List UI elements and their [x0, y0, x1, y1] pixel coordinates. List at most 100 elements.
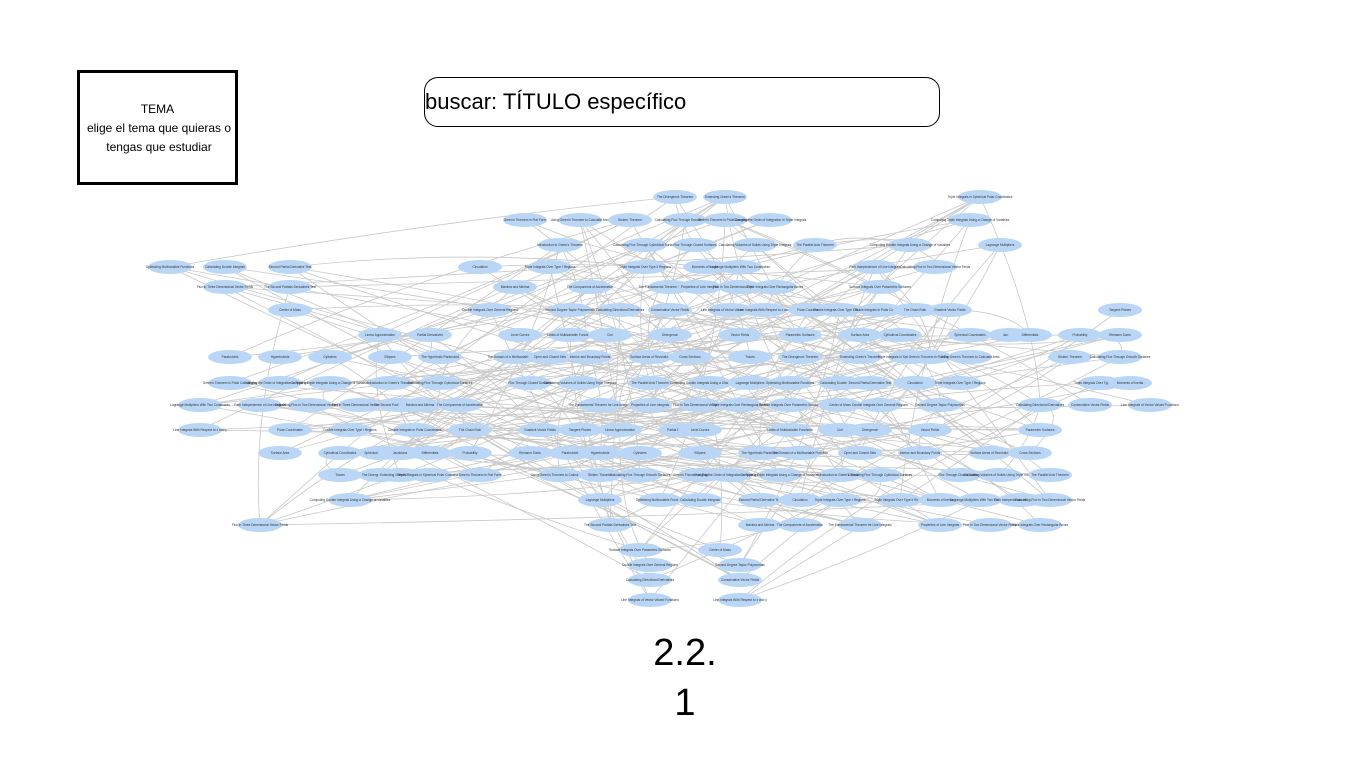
diagram-node-label: Using Green's Theorem to Calculate Area	[531, 473, 590, 477]
diagram-node-label: Changing the Order of Integration in Tri…	[244, 381, 317, 385]
diagram-node-shape	[1048, 350, 1092, 364]
diagram-node-shape	[938, 468, 982, 482]
diagram-node-shape	[848, 423, 892, 437]
diagram-node: Calculating Flux in Two Dimensional Vect…	[275, 398, 346, 412]
diagram-node-label: Calculating Flux Through Cylindrical Sur…	[613, 243, 678, 247]
diagram-node: Properties of Line Integrals	[628, 398, 672, 412]
diagram-node-label: Surface Integrals Over Parametric Surfac…	[849, 285, 911, 289]
diagram-node-label: Vector Fields	[731, 333, 750, 337]
diagram-edge	[349, 334, 1121, 501]
diagram-edge	[579, 219, 641, 476]
diagram-node-label: Calculating Flux in Two Dimensional Vect…	[900, 265, 971, 269]
diagram-node-label: Using Green's Theorem to Calculate Area	[941, 355, 1000, 359]
diagram-node: Lagrange Multipliers With Two Constraint…	[710, 260, 770, 274]
diagram-node-shape	[893, 376, 937, 390]
diagram-edge	[579, 219, 671, 336]
diagram-node-label: Triple Integrals Over Type I Regions	[525, 265, 576, 269]
diagram-edge	[559, 244, 587, 384]
diagram-node-shape	[393, 423, 437, 437]
diagram-node-shape	[308, 350, 352, 364]
diagram-node: Circulation	[458, 260, 502, 274]
diagram-node-label: Flux In Two Dimensional Vector Fields	[713, 285, 767, 289]
topic-selector-box[interactable]: TEMA elige el tema que quieras o tengas …	[77, 70, 238, 185]
diagram-node-shape	[578, 446, 622, 460]
diagram-node-label: Gradient Vector Fields	[934, 308, 966, 312]
diagram-node-label: Paraboloids	[222, 355, 239, 359]
diagram-node: Line Integrals of Vector Valued Function…	[1121, 398, 1179, 412]
diagram-node-shape	[768, 398, 812, 412]
diagram-node-label: Second Partial Derivative Test	[269, 265, 312, 269]
diagram-node: Flux in Three Dimensional Vector Fields	[332, 398, 389, 412]
diagram-edge	[229, 382, 481, 476]
diagram-node-label: Maxima and Minima	[501, 285, 530, 289]
diagram-node-label: Calculating Volumes of Solids Using Trip…	[544, 381, 617, 385]
diagram-node: Triple Integrals Over Type I Regions	[935, 376, 986, 390]
diagram-node-shape	[743, 303, 787, 317]
diagram-node-shape	[588, 328, 632, 342]
diagram-node: Green's Theorem in Polar Coordinates	[698, 213, 753, 227]
diagram-node: The Chain Rule	[448, 423, 492, 437]
diagram-node-shape	[888, 238, 932, 252]
diagram-node-shape	[558, 213, 602, 227]
diagram-node: Cylindrical Coordinates	[878, 328, 922, 342]
diagram-node: Parametric Surfaces	[778, 328, 822, 342]
diagram-node-shape	[548, 303, 592, 317]
diagram-edge	[699, 452, 801, 526]
diagram-node: Using Green's Theorem to Calculate Area	[531, 468, 590, 482]
diagram-node-label: Calculating Volumes of Solids Using Trip…	[964, 473, 1037, 477]
diagram-node-label: Using Green's Theorem to Calculate Area	[551, 218, 610, 222]
diagram-node: Linear Approximation	[358, 328, 402, 342]
diagram-node: Extending Green's Theorem	[838, 350, 882, 364]
diagram-node-label: Triple Integrals Over Type II Regions	[874, 498, 926, 502]
diagram-node-shape	[1068, 398, 1112, 412]
diagram-node-shape	[1128, 398, 1172, 412]
diagram-node-label: Properties of Line Integrals	[631, 403, 670, 407]
diagram-node-label: Second Degree Taylor Polynomials	[545, 308, 595, 312]
diagram-node: Green's Theorem in Flat Form	[458, 468, 502, 482]
diagram-node-shape	[418, 376, 462, 390]
diagram-node-shape	[528, 350, 572, 364]
diagram-edge	[999, 404, 1041, 476]
diagram-node-shape	[718, 573, 762, 587]
diagram-node-shape	[258, 446, 302, 460]
diagram-node-shape	[718, 398, 762, 412]
diagram-node-shape	[618, 543, 662, 557]
diagram-edge	[629, 219, 781, 476]
diagram-node-label: The Fundamental Theorem for Line Integra…	[568, 403, 632, 407]
diagram-node-label: Double Integrals Over Type I Regions	[323, 428, 377, 432]
diagram-node-shape	[1058, 328, 1102, 342]
diagram-node-shape	[898, 446, 942, 460]
diagram-edge	[329, 356, 416, 431]
diagram-node-shape	[778, 350, 822, 364]
diagram-node: Conservative Vector Fields	[718, 573, 762, 587]
diagram-node-label: Interior and Boundary Points	[570, 355, 611, 359]
diagram-edge	[599, 404, 791, 454]
diagram-node-label: The Second Partials Derivatives Test	[264, 285, 316, 289]
diagram-edge	[569, 196, 981, 454]
diagram-node-label: Calculating Flux in Two Dimensional Vect…	[1015, 498, 1086, 502]
diagram-node: Limits of Multivariable Functions	[547, 328, 593, 342]
diagram-node-label: Curl	[837, 428, 843, 432]
diagram-node-shape	[718, 328, 762, 342]
diagram-node: Differentials	[1008, 328, 1052, 342]
diagram-node: Lagrange Multipliers	[978, 238, 1022, 252]
diagram-node-shape	[268, 303, 312, 317]
diagram-node: Computing Triple Integrals Using a Chang…	[291, 376, 370, 390]
diagram-node-shape	[838, 518, 882, 532]
diagram-edge	[669, 334, 761, 454]
diagram-node-label: Cross Sections	[679, 355, 701, 359]
diagram-node-shape	[768, 423, 812, 437]
diagram-node-shape	[358, 328, 402, 342]
diagram-node: Lagrange Multipliers With Two Constraint…	[950, 493, 1010, 507]
topic-description: elige el tema que quieras o tengas que e…	[86, 121, 232, 154]
diagram-node: Optimizing Multivariable Functions	[146, 260, 195, 274]
diagram-node: Extending Green's Theorem	[703, 190, 747, 204]
diagram-node-shape	[1098, 350, 1142, 364]
diagram-node: Optimizing Multivariable Functions	[636, 493, 685, 507]
search-bar[interactable]: buscar: TÍTULO específico	[424, 77, 940, 127]
diagram-node-shape	[578, 493, 622, 507]
diagram-edge	[259, 429, 791, 526]
diagram-node-shape	[538, 468, 582, 482]
concept-map-diagram: The Divergence Theorem Extending Green's …	[140, 185, 1230, 610]
diagram-node-label: Flux in Three Dimensional Vector Fields	[232, 523, 289, 527]
